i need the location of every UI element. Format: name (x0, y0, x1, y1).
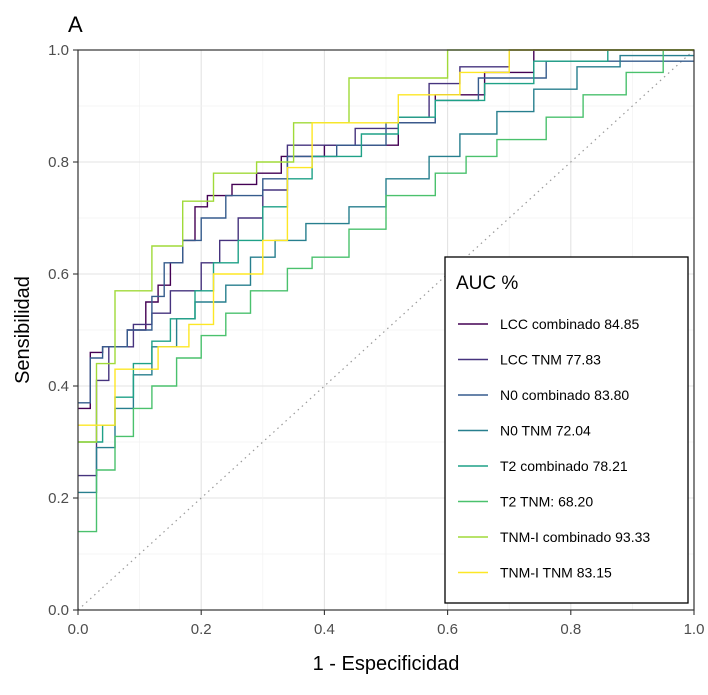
roc-curve-6 (78, 49, 694, 533)
panel-tag: A (68, 12, 83, 37)
axis-ticks: 0.0 0.2 0.4 0.6 0.8 1.0 0.0 0.2 0.4 0.6 0.8 1.0 (48, 42, 704, 638)
roc-curve-4 (78, 54, 694, 494)
y-axis-title: Sensibilidad (12, 276, 34, 384)
x-tick-label: 0.2 (191, 621, 212, 638)
y-tick-label: 0.0 (48, 602, 69, 619)
x-tick-label: 0.0 (68, 621, 89, 638)
roc-curve-2 (78, 49, 694, 477)
y-tick-label: 0.8 (48, 154, 69, 171)
legend-items: LCC combinado 84.85 LCC TNM 77.83 N0 combi… (458, 316, 650, 581)
x-axis-title: 1 - Especificidad (313, 653, 460, 675)
y-tick-label: 0.4 (48, 378, 69, 395)
roc-curve-7 (78, 49, 694, 443)
y-tick-label: 0.6 (48, 266, 69, 283)
plot-border (77, 49, 695, 611)
legend-label: N0 TNM 72.04 (500, 423, 591, 439)
legend-label: TNM-I TNM 83.15 (500, 565, 612, 581)
roc-curves (78, 49, 694, 533)
legend-box (444, 256, 689, 604)
x-tick-label: 0.6 (437, 621, 458, 638)
legend-label: LCC combinado 84.85 (500, 316, 640, 332)
legend-label: T2 combinado 78.21 (500, 458, 628, 474)
y-tick-label: 1.0 (48, 42, 69, 59)
y-tick-label: 0.2 (48, 490, 69, 507)
legend-label: T2 TNM: 68.20 (500, 494, 593, 510)
x-tick-label: 1.0 (684, 621, 705, 638)
x-tick-label: 0.4 (314, 621, 335, 638)
legend-label: LCC TNM 77.83 (500, 352, 601, 368)
roc-curve-8 (78, 49, 694, 426)
reference-diagonal (77, 49, 695, 611)
legend: AUC % LCC combinado 84.85 LCC TNM 77.83 N0… (444, 256, 689, 604)
x-tick-label: 0.8 (560, 621, 581, 638)
legend-title: AUC % (456, 273, 518, 294)
legend-label: TNM-I combinado 93.33 (500, 529, 650, 545)
legend-label: N0 combinado 83.80 (500, 387, 629, 403)
